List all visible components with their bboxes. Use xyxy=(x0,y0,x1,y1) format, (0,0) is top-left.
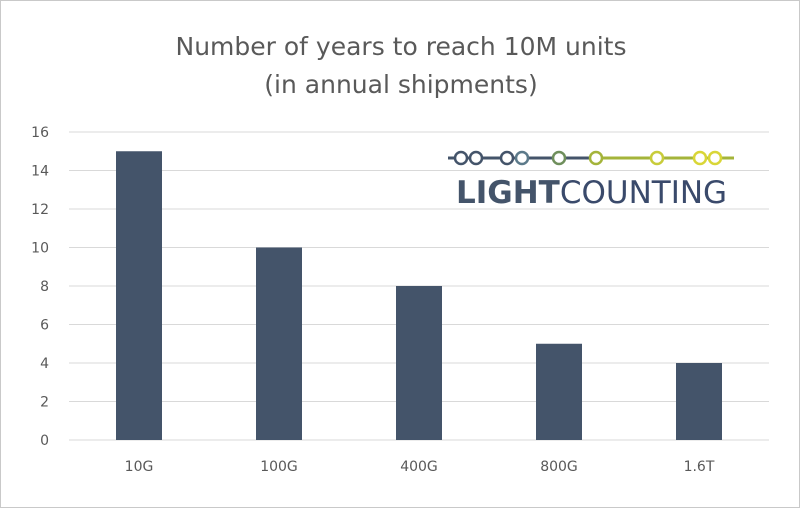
x-tick-label: 100G xyxy=(260,459,298,475)
logo-circle xyxy=(514,150,530,166)
y-tick-label: 6 xyxy=(40,318,49,334)
y-tick-label: 0 xyxy=(40,433,49,449)
logo-circle xyxy=(453,150,469,166)
y-tick-label: 12 xyxy=(31,202,49,218)
y-tick-label: 2 xyxy=(40,395,49,411)
lightcounting-logo: LIGHTCOUNTING xyxy=(448,150,734,211)
bar xyxy=(396,286,442,440)
y-tick-label: 16 xyxy=(31,125,49,141)
logo-circle xyxy=(468,150,484,166)
logo-word-counting: COUNTING xyxy=(560,175,727,211)
chart-title: Number of years to reach 10M units xyxy=(175,32,627,61)
bar xyxy=(676,363,722,440)
y-tick-label: 10 xyxy=(31,241,49,257)
y-axis-ticks: 0 2 4 6 8 10 12 14 16 xyxy=(31,125,49,449)
bars xyxy=(116,151,722,440)
y-tick-label: 8 xyxy=(40,279,49,295)
x-tick-label: 400G xyxy=(400,459,438,475)
logo-circle xyxy=(499,150,515,166)
x-tick-label: 800G xyxy=(540,459,578,475)
logo-word-light: LIGHT xyxy=(456,175,560,211)
bar xyxy=(116,151,162,440)
x-tick-label: 10G xyxy=(125,459,154,475)
bar xyxy=(536,343,582,440)
logo-circle xyxy=(707,150,723,166)
y-tick-label: 14 xyxy=(31,164,49,180)
logo-circle xyxy=(692,150,708,166)
logo-circle xyxy=(649,150,665,166)
logo-circle xyxy=(588,150,604,166)
x-tick-label: 1.6T xyxy=(684,459,715,475)
logo-wordmark: LIGHTCOUNTING xyxy=(456,175,727,211)
y-tick-label: 4 xyxy=(40,356,49,372)
x-axis-ticks: 10G 100G 400G 800G 1.6T xyxy=(125,459,715,475)
chart-subtitle: (in annual shipments) xyxy=(264,70,538,99)
logo-circle xyxy=(551,150,567,166)
bar xyxy=(256,247,302,440)
